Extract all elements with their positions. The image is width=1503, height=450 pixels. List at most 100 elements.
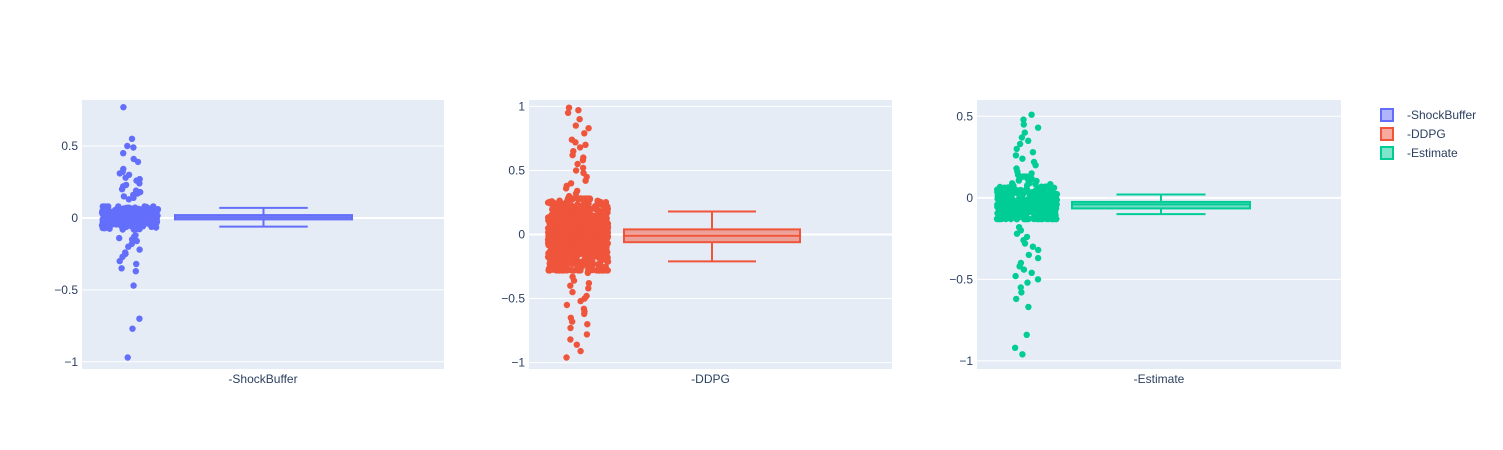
data-point [582,141,589,148]
data-point [1019,155,1026,162]
data-point [572,122,579,129]
data-point [581,130,588,137]
y-tick-label: −0.5 [54,283,78,297]
data-point [548,198,556,205]
data-point [1036,209,1043,216]
data-point [1027,208,1034,215]
data-point [130,219,137,226]
data-point [128,135,136,142]
data-point [1001,196,1009,203]
data-point [1010,189,1017,196]
data-point [604,225,611,232]
data-point [116,170,124,177]
data-point [563,301,571,309]
points-group [544,104,612,361]
data-point [136,180,143,187]
data-point [589,266,596,274]
data-point [583,331,591,338]
data-point [130,282,137,289]
data-point [1034,276,1042,283]
data-point [1020,200,1027,207]
data-point [565,104,573,111]
data-point [146,211,153,219]
data-point [1052,198,1060,205]
data-point [1026,175,1033,182]
data-point [120,207,128,214]
legend-item[interactable]: -ShockBuffer [1380,108,1476,122]
data-point [602,199,610,206]
y-tick-label: −1 [959,354,973,368]
data-point [129,325,136,332]
data-point [1020,266,1028,273]
plot-area [977,100,1341,369]
data-point [599,221,607,228]
data-point [582,177,589,184]
data-point [584,208,592,215]
data-point [572,139,579,146]
data-point [1020,116,1027,123]
data-point [570,226,577,234]
legend-label: -DDPG [1407,127,1446,141]
data-point [148,205,156,212]
data-point [1012,272,1019,280]
legend-swatch [1380,146,1394,160]
x-category-label: -ShockBuffer [228,372,297,386]
data-point [593,206,600,213]
data-point [106,213,114,220]
data-point [562,241,569,248]
data-point [588,214,596,221]
data-point [1013,215,1020,223]
data-point [569,151,576,159]
data-point [120,193,128,200]
data-point [1021,129,1028,136]
data-point [1021,212,1028,220]
data-point [594,201,601,208]
data-point [585,280,593,287]
y-tick-label: −0.5 [501,292,525,306]
data-point [125,196,133,203]
legend-item[interactable]: -DDPG [1380,127,1446,141]
data-point [140,210,148,218]
data-point [123,223,130,231]
data-point [569,288,576,296]
legend-item[interactable]: -Estimate [1380,146,1458,160]
data-point [1035,246,1042,254]
legend: -ShockBuffer -DDPG -Estimate [1380,108,1476,160]
data-point [124,142,131,150]
data-point [545,250,552,257]
points-group [98,104,162,361]
data-point [546,255,553,262]
data-point [1025,303,1032,311]
data-point [567,256,575,264]
data-point [1029,243,1037,250]
data-point [122,174,129,181]
data-point [1025,137,1032,144]
data-point [149,220,156,227]
data-point [1012,152,1020,159]
data-point [1034,254,1042,262]
data-point [565,217,572,225]
data-point [545,265,553,273]
data-point [563,234,571,241]
data-point [574,212,581,220]
legend-swatch [1380,108,1394,122]
data-point [1045,195,1052,203]
data-point [1029,201,1036,209]
data-point [567,282,574,289]
data-point [1024,188,1031,195]
y-tick-label: 0.5 [61,139,78,153]
data-point [1013,145,1020,153]
data-point [574,262,581,269]
subplot-1: −1 −0.5 0 0.5 -ShockBuffer [54,100,444,386]
data-point [597,251,604,259]
data-point [1042,183,1049,190]
data-point [136,246,143,253]
data-point [564,109,572,117]
x-category-label: -Estimate [1134,372,1185,386]
data-point [1024,279,1031,286]
data-point [585,125,592,132]
data-point [1015,176,1023,184]
data-point [1023,331,1030,338]
data-point [1014,199,1021,206]
data-point [594,215,602,223]
